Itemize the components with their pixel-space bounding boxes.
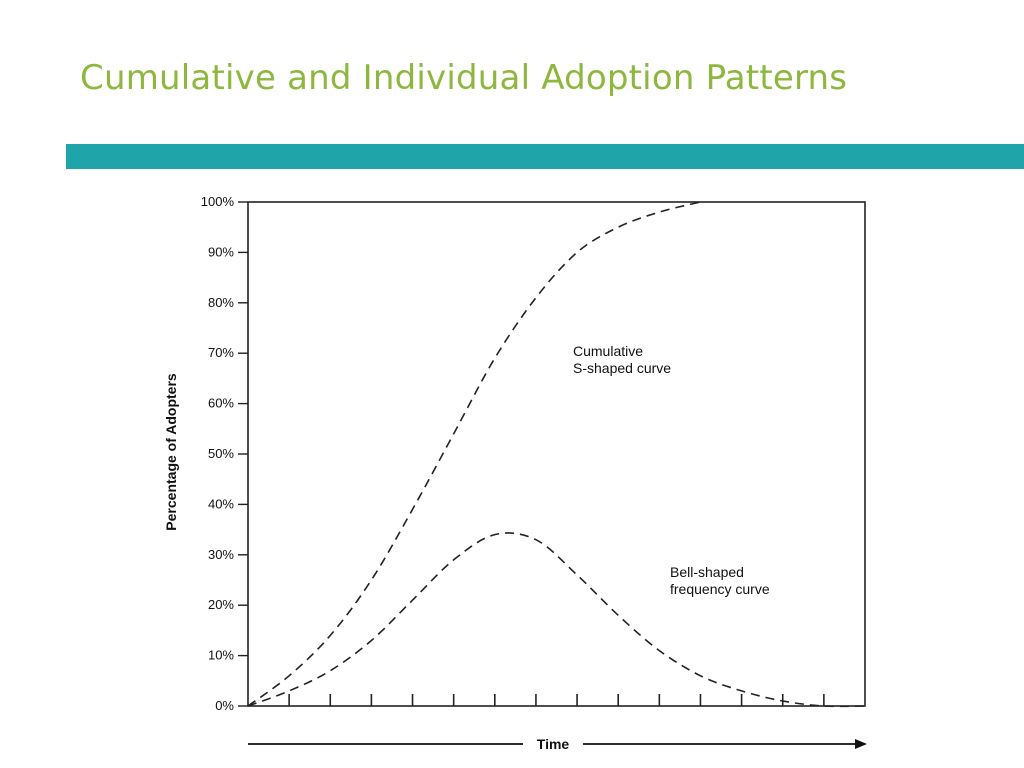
y-tick-label: 50% bbox=[208, 446, 234, 461]
y-tick-label: 60% bbox=[208, 396, 234, 411]
plot-frame bbox=[247, 201, 866, 707]
bell-frequency-curve bbox=[247, 532, 866, 708]
y-tick-label: 0% bbox=[215, 698, 234, 713]
y-tick-label: 80% bbox=[208, 295, 234, 310]
y-tick-label: 70% bbox=[208, 345, 234, 360]
bell-frequency-curve-label: frequency curve bbox=[670, 581, 770, 597]
y-tick-label: 10% bbox=[208, 648, 234, 663]
y-tick-label: 20% bbox=[208, 597, 234, 612]
y-tick-label: 30% bbox=[208, 547, 234, 562]
x-axis-title: Time bbox=[537, 736, 570, 752]
time-arrowhead bbox=[855, 739, 867, 749]
y-axis-title: Percentage of Adopters bbox=[163, 373, 179, 531]
cumulative-s-curve bbox=[247, 201, 701, 707]
slide-title: Cumulative and Individual Adoption Patte… bbox=[80, 58, 848, 98]
cumulative-s-curve-label: Cumulative bbox=[573, 343, 643, 359]
accent-bar bbox=[66, 144, 1024, 169]
y-tick-label: 100% bbox=[201, 194, 235, 209]
bell-frequency-curve-label: Bell-shaped bbox=[670, 564, 744, 580]
y-tick-label: 90% bbox=[208, 244, 234, 259]
y-tick-label: 40% bbox=[208, 496, 234, 511]
cumulative-s-curve-label: S-shaped curve bbox=[573, 360, 671, 376]
